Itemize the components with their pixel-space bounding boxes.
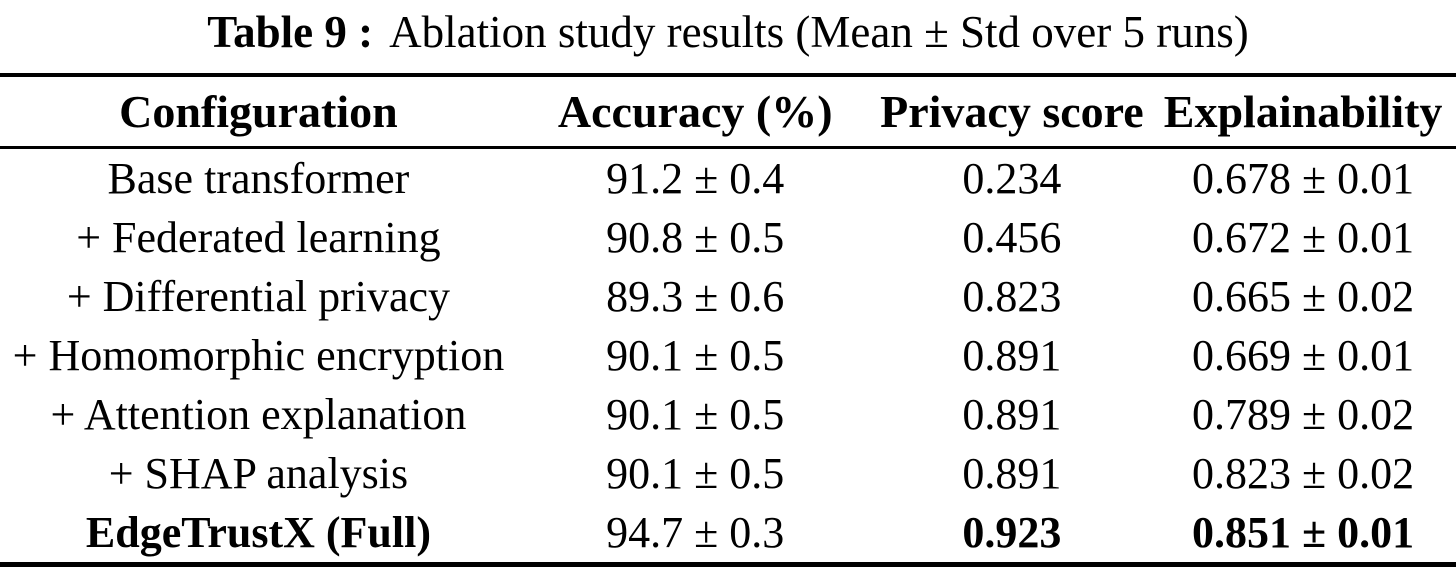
- table-caption-label: Table 9 :: [207, 7, 374, 57]
- cell-explainability: 0.669 ± 0.01: [1192, 330, 1415, 380]
- cell-explainability: 0.665 ± 0.02: [1192, 271, 1415, 321]
- cell-privacy-score: 0.891: [962, 330, 1062, 380]
- cell-accuracy: 90.1 ± 0.5: [606, 389, 785, 439]
- cell-accuracy: 94.7 ± 0.3: [606, 507, 785, 557]
- col-header-privacy-score: Privacy score: [873, 75, 1151, 149]
- cell-configuration: Base transformer: [107, 153, 410, 203]
- cell-accuracy: 89.3 ± 0.6: [606, 271, 785, 321]
- cell-explainability: 0.672 ± 0.01: [1192, 212, 1415, 262]
- col-header-accuracy: Accuracy (%): [516, 75, 874, 149]
- table-row: + Differential privacy 89.3 ± 0.6 0.823 …: [0, 267, 1456, 326]
- cell-configuration: + Federated learning: [76, 212, 441, 262]
- cell-privacy-score: 0.891: [962, 389, 1062, 439]
- table-row: + Attention explanation 90.1 ± 0.5 0.891…: [0, 385, 1456, 444]
- cell-explainability: 0.851 ± 0.01: [1192, 507, 1415, 557]
- cell-accuracy: 91.2 ± 0.4: [606, 153, 785, 203]
- cell-privacy-score: 0.923: [962, 507, 1062, 557]
- table-row-edgetrustx-full: EdgeTrustX (Full) 94.7 ± 0.3 0.923 0.851…: [0, 503, 1456, 565]
- table-row: + SHAP analysis 90.1 ± 0.5 0.891 0.823 ±…: [0, 444, 1456, 503]
- cell-accuracy: 90.1 ± 0.5: [606, 330, 785, 380]
- cell-privacy-score: 0.456: [962, 212, 1062, 262]
- cell-privacy-score: 0.823: [962, 271, 1062, 321]
- cell-configuration: + SHAP analysis: [108, 448, 409, 498]
- table-caption: Table 9 : Ablation study results (Mean ± …: [0, 0, 1456, 73]
- table-header-row: Configuration Accuracy (%) Privacy score…: [0, 75, 1456, 149]
- cell-configuration: + Differential privacy: [66, 271, 451, 321]
- ablation-results-table: Configuration Accuracy (%) Privacy score…: [0, 73, 1456, 567]
- table-caption-text: Ablation study results (Mean ± Std over …: [389, 7, 1249, 57]
- table-row: + Homomorphic encryption 90.1 ± 0.5 0.89…: [0, 326, 1456, 385]
- cell-accuracy: 90.8 ± 0.5: [606, 212, 785, 262]
- cell-privacy-score: 0.891: [962, 448, 1062, 498]
- col-header-explainability: Explainability: [1150, 75, 1456, 149]
- cell-explainability: 0.789 ± 0.02: [1192, 389, 1415, 439]
- cell-configuration: + Homomorphic encryption: [12, 330, 505, 380]
- cell-accuracy: 90.1 ± 0.5: [606, 448, 785, 498]
- cell-configuration: + Attention explanation: [50, 389, 467, 439]
- cell-explainability: 0.678 ± 0.01: [1192, 153, 1415, 203]
- cell-privacy-score: 0.234: [962, 153, 1062, 203]
- col-header-configuration: Configuration: [0, 75, 517, 149]
- table-row: + Federated learning 90.8 ± 0.5 0.456 0.…: [0, 208, 1456, 267]
- table-row: Base transformer 91.2 ± 0.4 0.234 0.678 …: [0, 148, 1456, 209]
- cell-configuration: EdgeTrustX (Full): [85, 507, 431, 557]
- cell-explainability: 0.823 ± 0.02: [1192, 448, 1415, 498]
